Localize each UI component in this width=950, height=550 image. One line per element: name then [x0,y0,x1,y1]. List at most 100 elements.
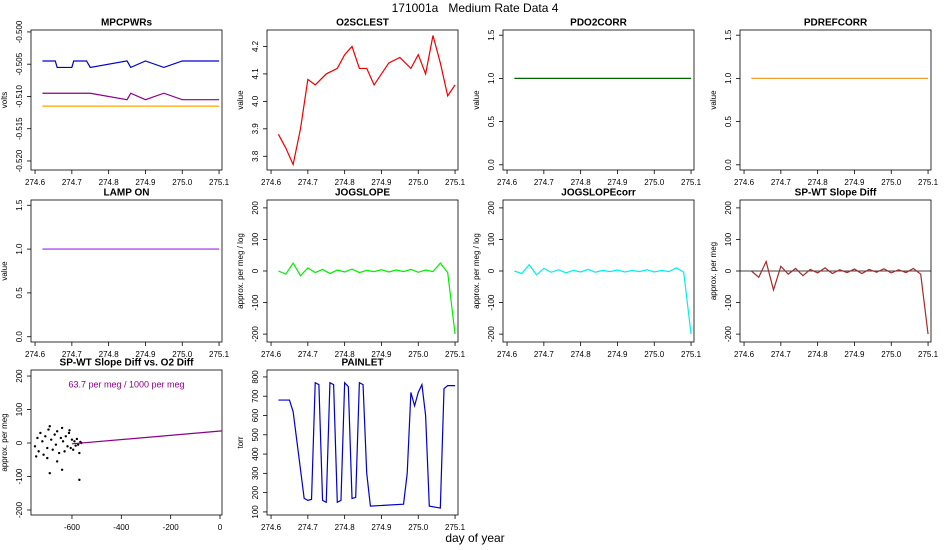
x-tick-label: 274.9 [607,350,628,359]
x-tick-label: 275.1 [681,178,702,187]
y-tick-label: 400 [251,447,260,461]
panel-title: SP-WT Slope Diff vs. O2 Diff [60,358,195,369]
scatter-point [63,450,66,453]
y-tick-label: 600 [251,408,260,422]
y-axis-label: volts [0,92,9,108]
y-tick-label: -200 [487,326,496,343]
x-tick-label: -400 [113,523,130,532]
panel-title: LAMP ON [104,188,150,199]
y-axis-label: value [0,261,9,281]
y-tick-label: 0 [15,440,24,445]
plot-box [266,369,459,516]
scatter-point [60,426,64,430]
y-tick-label: 800 [251,370,260,384]
y-tick-label: 0.0 [724,159,733,171]
y-tick-label: 0.5 [724,115,733,127]
y-tick-label: 500 [251,428,260,442]
plot-box [266,29,459,171]
scatter-point [76,443,80,446]
x-tick-label: 275.1 [445,350,466,359]
x-tick-label: 274.8 [808,178,829,187]
y-tick-label: 4.0 [251,95,260,107]
series-line [751,259,929,335]
scatter-point [46,446,49,450]
panel: PAINLET torr 274.6 274.7 274.8 274.9 275.0 275.… [236,358,466,532]
y-tick-label: 3.8 [251,150,260,162]
series-line [277,35,456,167]
x-tick-label: 275.0 [408,523,429,532]
x-tick-label: 274.6 [261,523,282,532]
scatter-point [47,428,50,431]
x-tick-label: 274.6 [261,178,282,187]
panel-title: PDREFCORR [804,18,868,29]
x-tick-label: 275.0 [881,350,902,359]
y-tick-label: 1.0 [15,243,24,255]
x-tick-label: 275.0 [644,178,665,187]
x-tick-label: 274.8 [335,178,356,187]
x-tick-label: 274.7 [534,178,555,187]
annotation: 63.7 per meg / 1000 per meg [68,379,184,389]
scatter-point [50,438,53,441]
x-tick-label: 274.9 [844,178,865,187]
scatter-point [51,448,54,451]
plot-box [30,199,223,343]
scatter-point [59,436,63,440]
panel: PDREFCORR value 274.6 274.7 274.8 274.9 275.0 2… [709,18,939,187]
y-tick-label: -0.520 [15,149,24,172]
panel: SP-WT Slope Diff vs. O2 Diff approx. per … [0,358,223,532]
series-line [42,60,220,69]
series-line [278,381,456,509]
y-tick-label: 1.0 [487,72,496,84]
y-tick-label: 0 [724,268,733,273]
y-tick-label: 100 [724,232,733,246]
x-tick-label: 274.6 [261,350,282,359]
scatter-point [54,443,58,446]
x-tick-label: 275.0 [408,350,429,359]
x-tick-label: 275.1 [918,350,939,359]
x-tick-label: 274.8 [335,350,356,359]
plot-box [502,29,695,171]
y-axis-label: approx. per meg [0,413,9,471]
y-tick-label: 200 [15,369,24,383]
scatter-point [55,460,59,463]
plot-box [30,29,223,171]
scatter-point [71,448,75,451]
scatter-point [60,468,64,471]
y-axis-label: approx. per meg [709,242,718,300]
y-tick-label: 200 [724,201,733,215]
scatter-point [39,431,42,435]
panel-title: PAINLET [341,358,383,369]
x-tick-label: 274.9 [607,178,628,187]
x-tick-label: 0 [218,523,223,532]
plot-box [739,29,932,171]
y-axis-label: value [236,90,245,110]
scatter-point [53,433,56,436]
scatter-point [55,430,59,433]
x-tick-label: 274.9 [135,178,156,187]
scatter-point [48,471,51,475]
scatter-point [68,429,71,432]
scatter-point [46,456,49,460]
panel-title: O2SCLEST [336,18,389,29]
panel-title: SP-WT Slope Diff [795,188,877,199]
scatter-point [64,435,67,438]
x-tick-label: 274.6 [734,350,755,359]
x-tick-label: 275.0 [408,178,429,187]
scatter-point [41,440,44,443]
y-tick-label: 0.5 [15,287,24,299]
x-tick-label: 274.7 [771,350,792,359]
y-tick-label: 4.2 [251,40,260,52]
y-tick-label: 300 [251,466,260,480]
scatter-point [66,445,69,448]
x-tick-label: 274.6 [734,178,755,187]
series-line [278,261,456,335]
panel: LAMP ON value 274.6 274.7 274.8 274.9 275.0 275… [0,188,230,359]
y-tick-label: 700 [251,389,260,403]
series-line [71,430,223,445]
panel-title: JOGSLOPE [335,188,390,199]
scatter-point [34,455,38,458]
scatter-point [75,437,79,441]
scatter-point [78,451,81,455]
y-axis-label: approx. per meg / log [236,233,245,309]
x-tick-label: 274.8 [808,350,829,359]
